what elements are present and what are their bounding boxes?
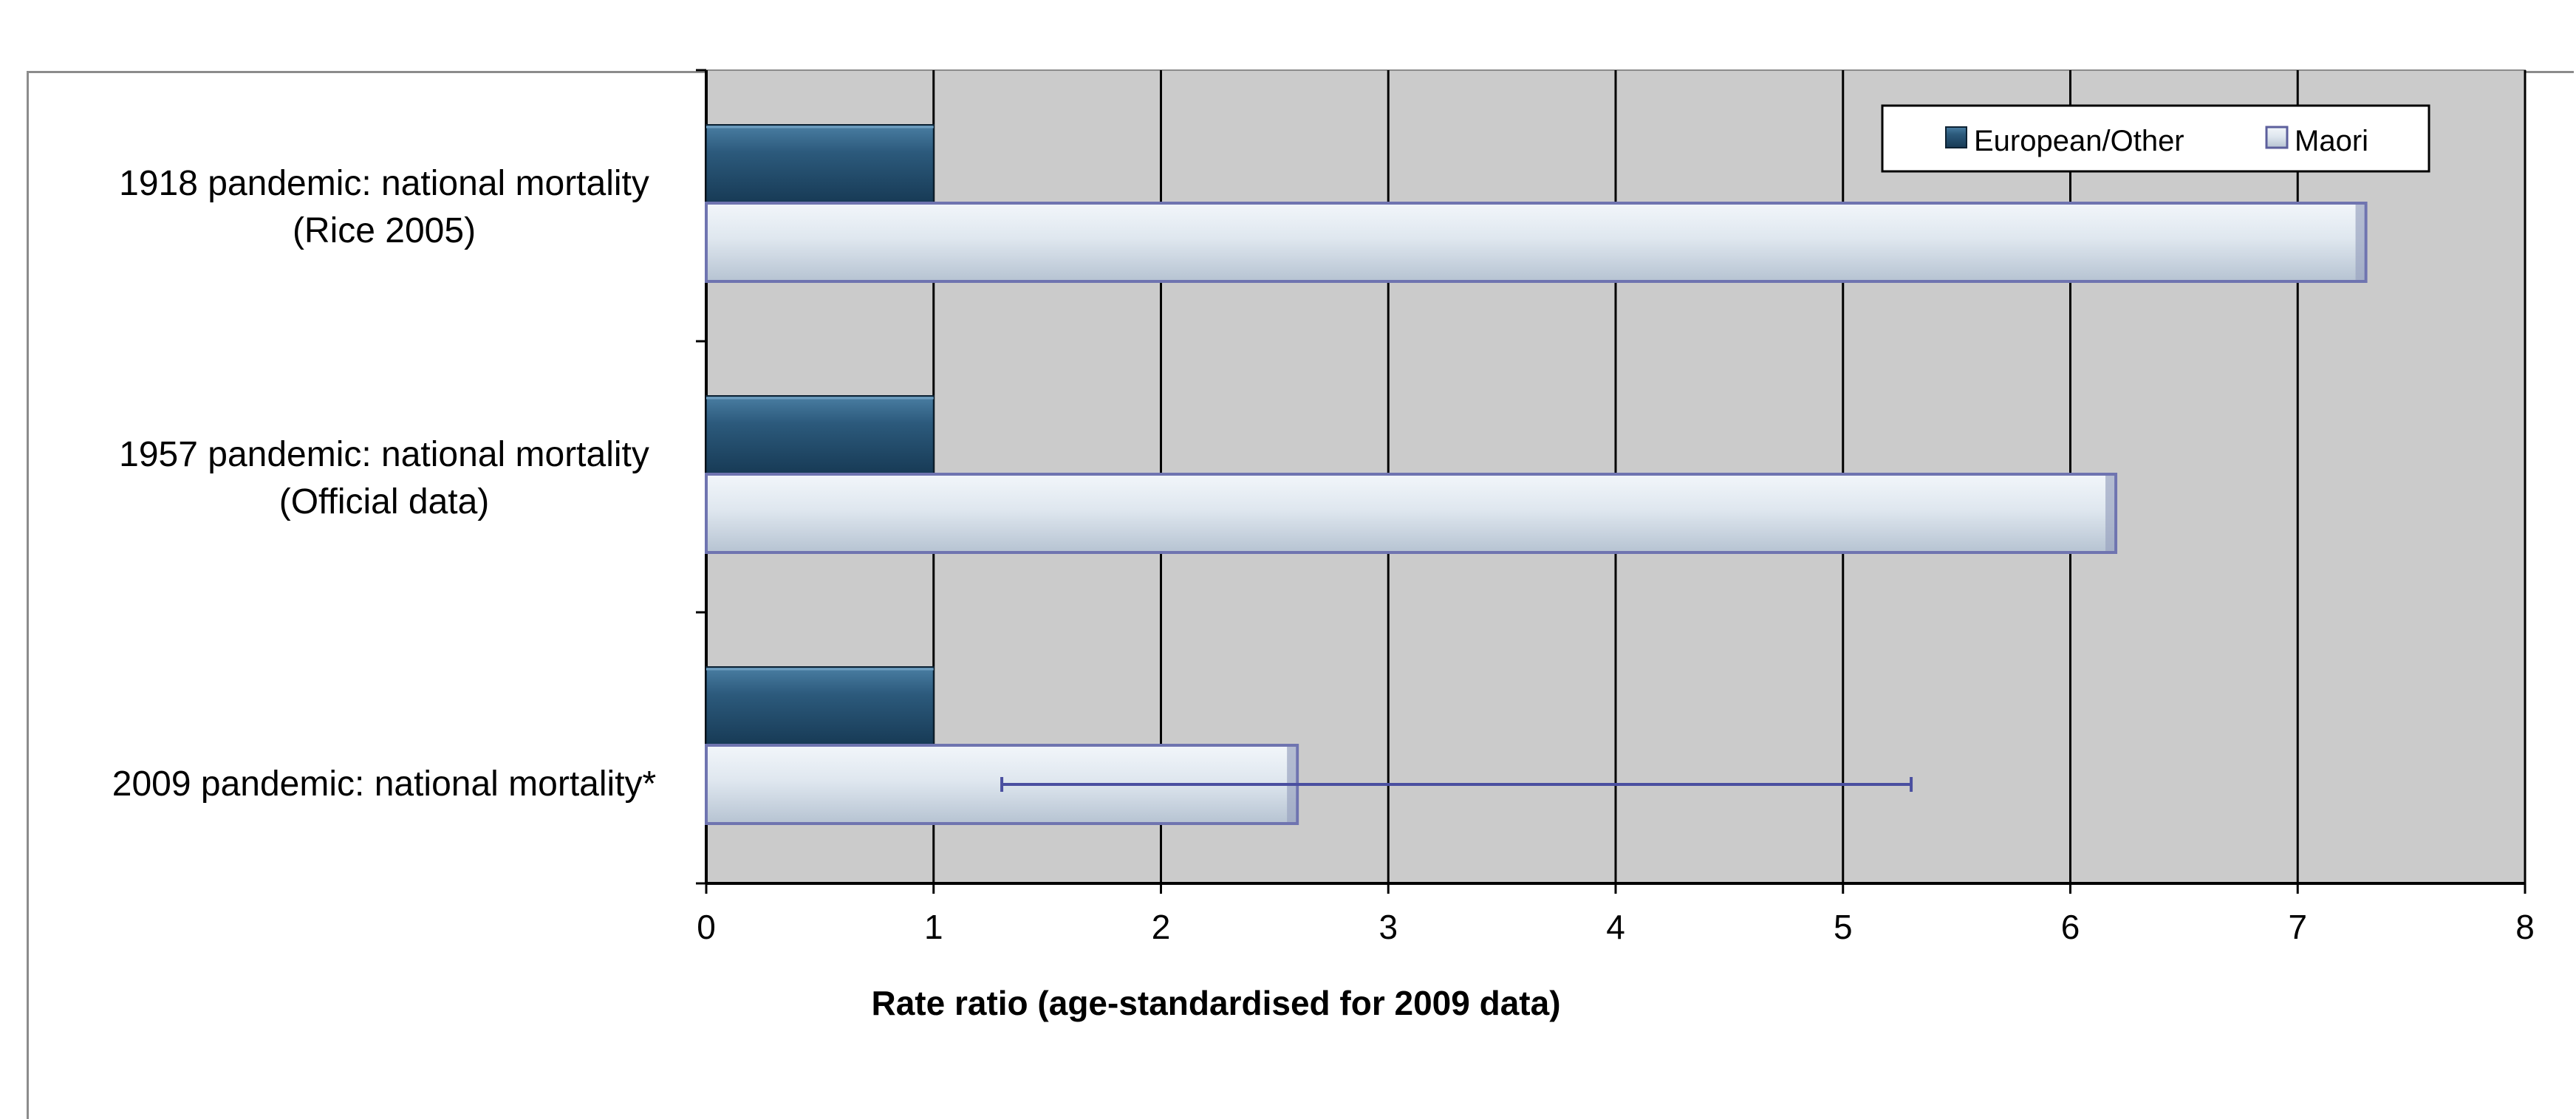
- category-label-line: (Rice 2005): [293, 211, 476, 250]
- category-label-line: 2009 pandemic: national mortality*: [112, 764, 656, 804]
- bar-maori: [705, 202, 2368, 283]
- category-label: 2009 pandemic: national mortality*: [112, 764, 656, 804]
- category-label-line: (Official data): [279, 482, 490, 521]
- legend-swatch-european: [1945, 126, 1967, 148]
- legend-swatch-maori: [2265, 126, 2289, 149]
- legend-label-european: European/Other: [1974, 125, 2184, 157]
- x-tick-label: 3: [1378, 908, 1398, 946]
- bar-european-other: [706, 666, 935, 746]
- category-label: 1918 pandemic: national mortality (Rice 2…: [119, 164, 649, 250]
- bar-maori-end-bevel: [2105, 476, 2115, 551]
- bar-maori: [705, 473, 2118, 554]
- category-label: 1957 pandemic: national mortality (Offici…: [119, 435, 649, 521]
- bar-european-other: [706, 395, 935, 475]
- x-tick-label: 8: [2515, 908, 2535, 946]
- x-tick-label: 7: [2288, 908, 2307, 946]
- x-tick-label: 2: [1152, 908, 1171, 946]
- x-tick-label: 5: [1834, 908, 1853, 946]
- x-axis-title: Rate ratio (age-standardised for 2009 da…: [871, 984, 1560, 1022]
- bar-european-other: [706, 124, 935, 204]
- x-tick-label: 4: [1606, 908, 1625, 946]
- x-tick-label: 0: [697, 908, 716, 946]
- legend-label-maori: Maori: [2295, 125, 2368, 157]
- x-tick-label: 6: [2061, 908, 2080, 946]
- x-tick-label: 1: [924, 908, 943, 946]
- category-label-line: 1918 pandemic: national mortality: [119, 164, 649, 203]
- legend-box: [1881, 104, 2430, 173]
- bar-maori-end-bevel: [2355, 205, 2365, 280]
- category-label-line: 1957 pandemic: national mortality: [119, 435, 649, 474]
- legend: European/Other Maori: [1881, 104, 2430, 173]
